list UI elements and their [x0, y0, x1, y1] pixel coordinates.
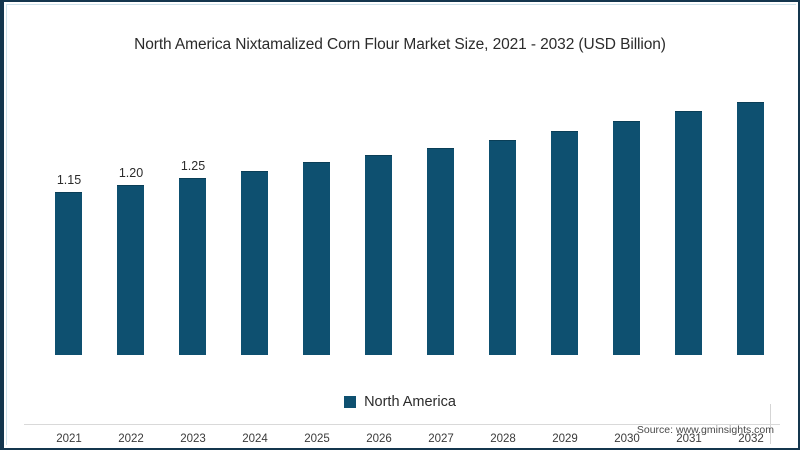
bar-2024[interactable]: [241, 171, 268, 355]
x-tick-2021: 2021: [56, 433, 82, 445]
x-tick-2028: 2028: [490, 433, 516, 445]
bar-slot: [534, 1, 596, 355]
x-tick-2024: 2024: [242, 433, 268, 445]
chart-legend: North America: [0, 394, 800, 410]
bar-slot: [410, 1, 472, 355]
x-tick-2030: 2030: [614, 433, 640, 445]
category-axis-line: [24, 424, 780, 425]
bar-2031[interactable]: [675, 111, 702, 355]
frame-inner-line-left: [6, 4, 7, 445]
bar-value-label-2023: 1.25: [180, 159, 206, 173]
bar-slot: [286, 1, 348, 355]
bar-value-label-2021: 1.15: [56, 173, 82, 187]
x-tick-2025: 2025: [304, 433, 330, 445]
bar-slot: [348, 1, 410, 355]
x-tick-2029: 2029: [552, 433, 578, 445]
bar-2027[interactable]: [427, 148, 454, 355]
legend-swatch-north-america: [344, 396, 357, 408]
bar-2025[interactable]: [303, 162, 330, 355]
bar-slot: [658, 1, 720, 355]
bar-2023[interactable]: [179, 178, 206, 355]
bar-2029[interactable]: [551, 131, 578, 355]
legend-label-north-america: North America: [364, 394, 456, 410]
frame-border-right: [798, 0, 800, 450]
bar-2028[interactable]: [489, 140, 516, 355]
bar-slot: 1.15: [38, 1, 100, 355]
bar-slot: [224, 1, 286, 355]
plot-area: 1.15 1.20 1.25 2021 2022 2023 2024 2025 2026 202…: [10, 70, 790, 445]
bar-2022[interactable]: [117, 185, 144, 355]
x-tick-2027: 2027: [428, 433, 454, 445]
frame-border-bottom: [0, 448, 800, 450]
x-tick-2031: 2031: [676, 433, 702, 445]
bar-value-label-2022: 1.20: [118, 166, 144, 180]
bar-slot: [596, 1, 658, 355]
chart-title: North America Nixtamalized Corn Flour Ma…: [134, 36, 666, 53]
bar-slot: 1.25: [162, 1, 224, 355]
bar-2026[interactable]: [365, 155, 392, 355]
x-tick-2023: 2023: [180, 433, 206, 445]
frame-border-left: [0, 0, 4, 450]
source-attribution: Source: www.gminsights.com: [636, 424, 774, 436]
bar-slot: 1.20: [100, 1, 162, 355]
bar-2021[interactable]: [55, 192, 82, 355]
bar-2032[interactable]: [737, 102, 764, 355]
bar-2030[interactable]: [613, 121, 640, 355]
x-tick-2026: 2026: [366, 433, 392, 445]
frame-border-top: [0, 0, 800, 2]
bar-slot: [720, 1, 782, 355]
x-tick-2022: 2022: [118, 433, 144, 445]
frame-inner-line-top: [6, 4, 796, 5]
bar-slot: [472, 1, 534, 355]
x-tick-2032: 2032: [738, 433, 764, 445]
